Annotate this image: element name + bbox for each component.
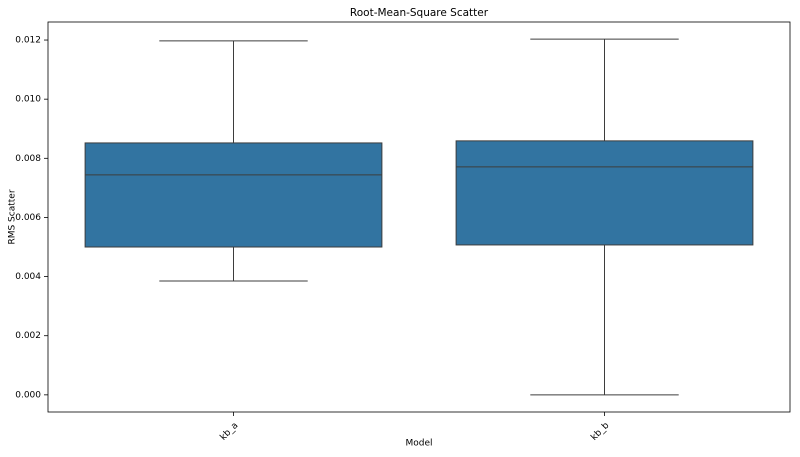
y-tick-label: 0.008 (15, 154, 41, 164)
chart-title: Root-Mean-Square Scatter (350, 7, 489, 19)
y-tick-label: 0.006 (15, 213, 41, 223)
y-tick-label: 0.000 (15, 390, 41, 400)
y-tick-label: 0.002 (15, 331, 41, 341)
y-tick-label: 0.012 (15, 36, 41, 46)
x-axis-label: Model (405, 439, 432, 449)
plot-frame (47, 21, 791, 413)
y-axis-label: RMS Scatter (8, 189, 18, 244)
y-tick-label: 0.010 (15, 95, 41, 105)
box (455, 140, 754, 246)
x-tick-label: kb_a (219, 421, 241, 443)
x-tick-label: kb_b (589, 421, 611, 443)
box (84, 142, 383, 248)
y-tick-label: 0.004 (15, 272, 41, 282)
